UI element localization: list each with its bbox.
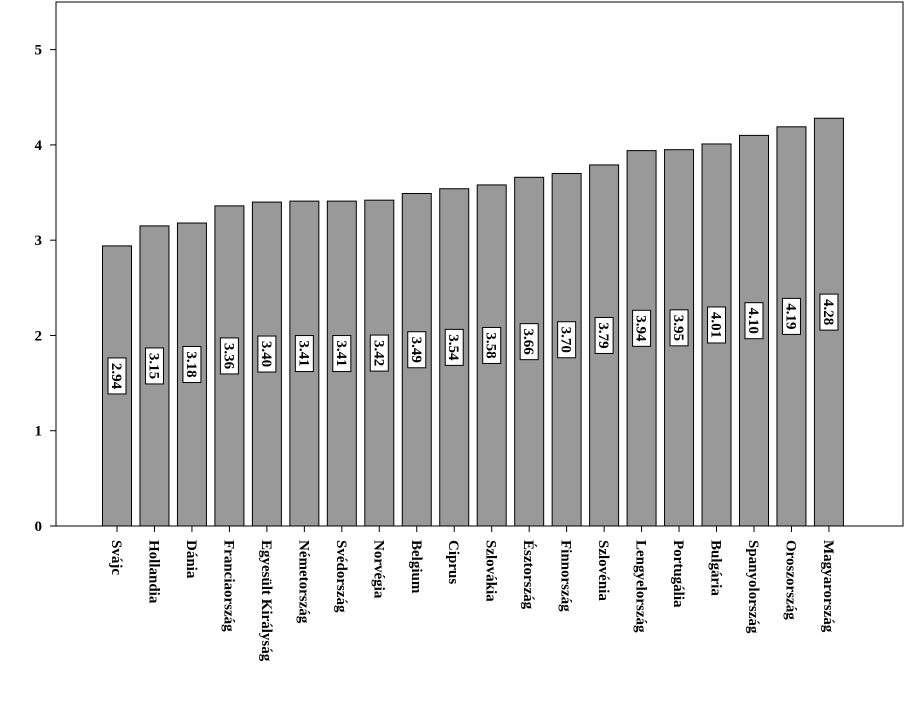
category-label: Lengyelország (633, 540, 649, 633)
svg-text:4.28: 4.28 (820, 299, 836, 325)
category-label: Egyesült Királyság (258, 540, 274, 662)
category-label: Svédország (333, 540, 349, 613)
category-label: Spanyolország (745, 540, 761, 634)
value-label: 3.70 (557, 321, 577, 359)
value-label: 4.19 (781, 297, 801, 335)
svg-text:3.49: 3.49 (408, 337, 424, 363)
svg-text:3.40: 3.40 (258, 341, 274, 367)
svg-text:3.54: 3.54 (445, 334, 461, 361)
value-label: 3.40 (257, 335, 277, 373)
category-label: Szlovákia (483, 540, 499, 602)
svg-text:3.41: 3.41 (295, 340, 311, 366)
category-label: Magyarország (820, 540, 836, 633)
y-tick-label: 1 (35, 424, 43, 440)
svg-text:3.18: 3.18 (183, 351, 199, 377)
svg-text:3.79: 3.79 (595, 322, 611, 348)
category-label: Németország (295, 540, 311, 624)
y-tick-label: 5 (35, 43, 43, 59)
category-label: Finnország (558, 540, 574, 612)
svg-text:4.10: 4.10 (745, 308, 761, 334)
category-label: Norvégia (370, 540, 386, 599)
svg-text:3.41: 3.41 (333, 340, 349, 366)
svg-text:3.70: 3.70 (558, 327, 574, 353)
svg-text:4.19: 4.19 (782, 303, 798, 329)
svg-text:3.58: 3.58 (483, 332, 499, 358)
value-label: 3.49 (407, 331, 427, 369)
category-label: Belgium (408, 540, 424, 594)
category-label: Dánia (183, 540, 199, 579)
svg-text:3.15: 3.15 (145, 353, 161, 379)
category-label: Oroszország (782, 540, 798, 620)
value-label: 3.94 (632, 309, 652, 347)
value-label: 3.58 (482, 326, 502, 364)
value-label: 3.36 (219, 337, 239, 375)
category-label: Szlovénia (595, 540, 611, 601)
svg-text:3.42: 3.42 (370, 340, 386, 366)
value-label: 2.94 (107, 357, 127, 395)
y-tick-label: 3 (35, 233, 43, 249)
category-label: Franciaország (220, 540, 236, 632)
svg-text:3.36: 3.36 (220, 343, 236, 370)
y-tick-label: 2 (35, 328, 43, 344)
category-label: Svájc (108, 540, 124, 575)
category-label: Ciprus (445, 540, 461, 584)
value-label: 3.66 (519, 323, 539, 361)
svg-text:3.66: 3.66 (520, 329, 536, 356)
category-label: Észtország (520, 540, 537, 610)
value-label: 3.79 (594, 316, 614, 354)
category-label: Hollandia (145, 540, 161, 604)
value-label: 4.10 (744, 302, 764, 340)
svg-text:3.95: 3.95 (670, 315, 686, 341)
y-tick-label: 4 (35, 138, 43, 154)
value-label: 3.18 (182, 346, 202, 384)
value-label: 3.95 (669, 309, 689, 347)
value-label: 3.41 (332, 335, 352, 373)
svg-text:3.94: 3.94 (633, 315, 649, 342)
value-label: 3.54 (444, 328, 464, 366)
svg-text:2.94: 2.94 (108, 363, 124, 390)
value-label: 4.01 (707, 306, 727, 344)
value-label: 3.15 (144, 347, 164, 385)
category-label: Portugália (670, 540, 686, 608)
svg-text:4.01: 4.01 (708, 312, 724, 338)
value-label: 3.41 (294, 335, 314, 373)
category-label: Bulgária (708, 540, 724, 596)
y-tick-label: 0 (35, 519, 43, 535)
value-label: 3.42 (369, 334, 389, 372)
value-label: 4.28 (819, 293, 839, 331)
